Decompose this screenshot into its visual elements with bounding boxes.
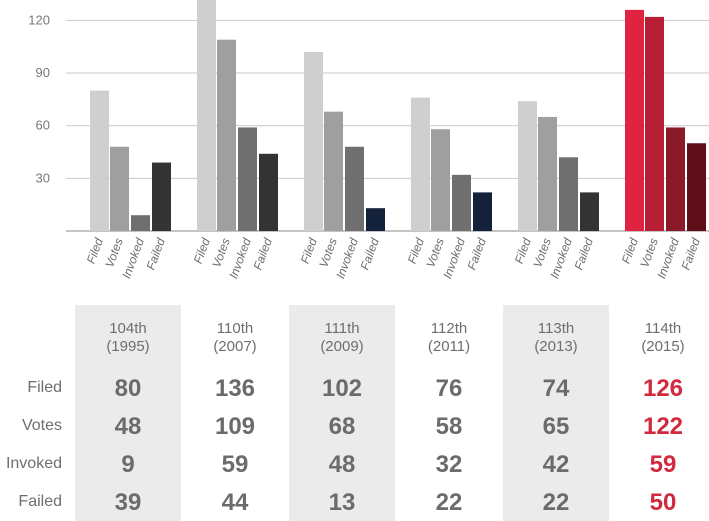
table-cell: 59: [221, 451, 249, 478]
congress-year: (2009): [320, 338, 364, 355]
column-shade: [289, 305, 395, 521]
x-category-label: Votes: [530, 236, 554, 269]
table-cell: 44: [221, 489, 249, 516]
congress-year: (1995): [106, 338, 150, 355]
x-category-label: Failed: [464, 236, 488, 272]
row-label: Failed: [18, 493, 62, 510]
bar-votes: [645, 16, 664, 231]
bar-invoked: [452, 174, 471, 231]
bar-failed: [687, 143, 706, 231]
column-header: 112th (2011): [396, 320, 502, 356]
x-category-label: Failed: [143, 236, 167, 272]
table-cell: 50: [649, 489, 677, 516]
table-cell: 13: [328, 489, 356, 516]
x-category-label: Failed: [250, 236, 274, 272]
bar-filed: [625, 9, 644, 232]
congress-year: (2011): [427, 338, 471, 355]
row-label: Filed: [27, 379, 62, 396]
y-tick-label: 60: [36, 118, 50, 133]
table-cell: 76: [435, 375, 463, 402]
table-cell: 22: [542, 489, 570, 516]
congress-number: 114th: [644, 320, 682, 337]
bar-invoked: [131, 215, 150, 231]
x-category-label: Votes: [209, 236, 233, 269]
y-tick-label: 30: [36, 170, 50, 185]
bar-failed: [259, 153, 278, 231]
table-cell: 48: [114, 413, 142, 440]
table-cell: 126: [642, 375, 684, 402]
bar-failed: [473, 192, 492, 231]
bar-filed: [518, 101, 537, 231]
bar-failed: [580, 192, 599, 231]
bar-votes: [431, 129, 450, 231]
bar-invoked: [345, 146, 364, 231]
table-cell: 109: [214, 413, 256, 440]
y-tick-label: 90: [36, 65, 50, 80]
x-category-label: Failed: [678, 236, 702, 272]
bar-failed: [152, 162, 171, 231]
table-cell: 42: [542, 451, 570, 478]
congress-number: 104th: [109, 320, 147, 337]
x-category-label: Votes: [423, 236, 447, 269]
x-category-label: Failed: [571, 236, 595, 272]
table-cell: 65: [542, 413, 570, 440]
bar-filed: [90, 90, 109, 231]
table-cell: 74: [542, 375, 570, 402]
congress-number: 110th: [216, 320, 254, 337]
bar-filed: [304, 51, 323, 231]
x-category-label: Votes: [316, 236, 340, 269]
bar-votes: [110, 146, 129, 231]
bar-failed: [366, 208, 385, 231]
y-tick-label: 120: [28, 12, 50, 27]
column-header: 104th (1995): [75, 320, 181, 356]
column-shade: [75, 305, 181, 521]
column-header: 110th (2007): [182, 320, 288, 356]
bar-invoked: [238, 127, 257, 231]
table-cell: 22: [435, 489, 463, 516]
table-cell: 48: [328, 451, 356, 478]
column-header: 113th (2013): [503, 320, 609, 356]
bar-filed: [197, 0, 216, 231]
table-cell: 122: [642, 413, 684, 440]
bar-votes: [217, 39, 236, 231]
column-header: 111th (2009): [289, 320, 395, 356]
congress-year: (2015): [641, 338, 685, 355]
table-cell: 80: [114, 375, 142, 402]
column-shade: [503, 305, 609, 521]
row-label: Votes: [21, 417, 62, 434]
congress-number: 113th: [537, 320, 575, 337]
x-category-label: Votes: [637, 236, 661, 269]
bar-invoked: [666, 127, 685, 231]
bar-filed: [411, 97, 430, 232]
table-cell: 136: [214, 375, 256, 402]
column-header: 114th (2015): [610, 320, 709, 356]
table-cell: 102: [321, 375, 363, 402]
congress-number: 111th: [324, 320, 360, 337]
x-category-label: Votes: [102, 236, 126, 269]
congress-number: 112th: [430, 320, 468, 337]
table-cell: 9: [121, 451, 135, 478]
row-label: Invoked: [5, 455, 62, 472]
table-cell: 32: [435, 451, 463, 478]
congress-year: (2013): [534, 338, 578, 355]
x-category-label: Failed: [357, 236, 381, 272]
table-cell: 39: [114, 489, 142, 516]
table-cell: 58: [435, 413, 463, 440]
bar-votes: [538, 116, 557, 231]
table-cell: 59: [649, 451, 677, 478]
bar-votes: [324, 111, 343, 231]
bar-invoked: [559, 157, 578, 231]
table-cell: 68: [328, 413, 356, 440]
congress-year: (2007): [213, 338, 257, 355]
